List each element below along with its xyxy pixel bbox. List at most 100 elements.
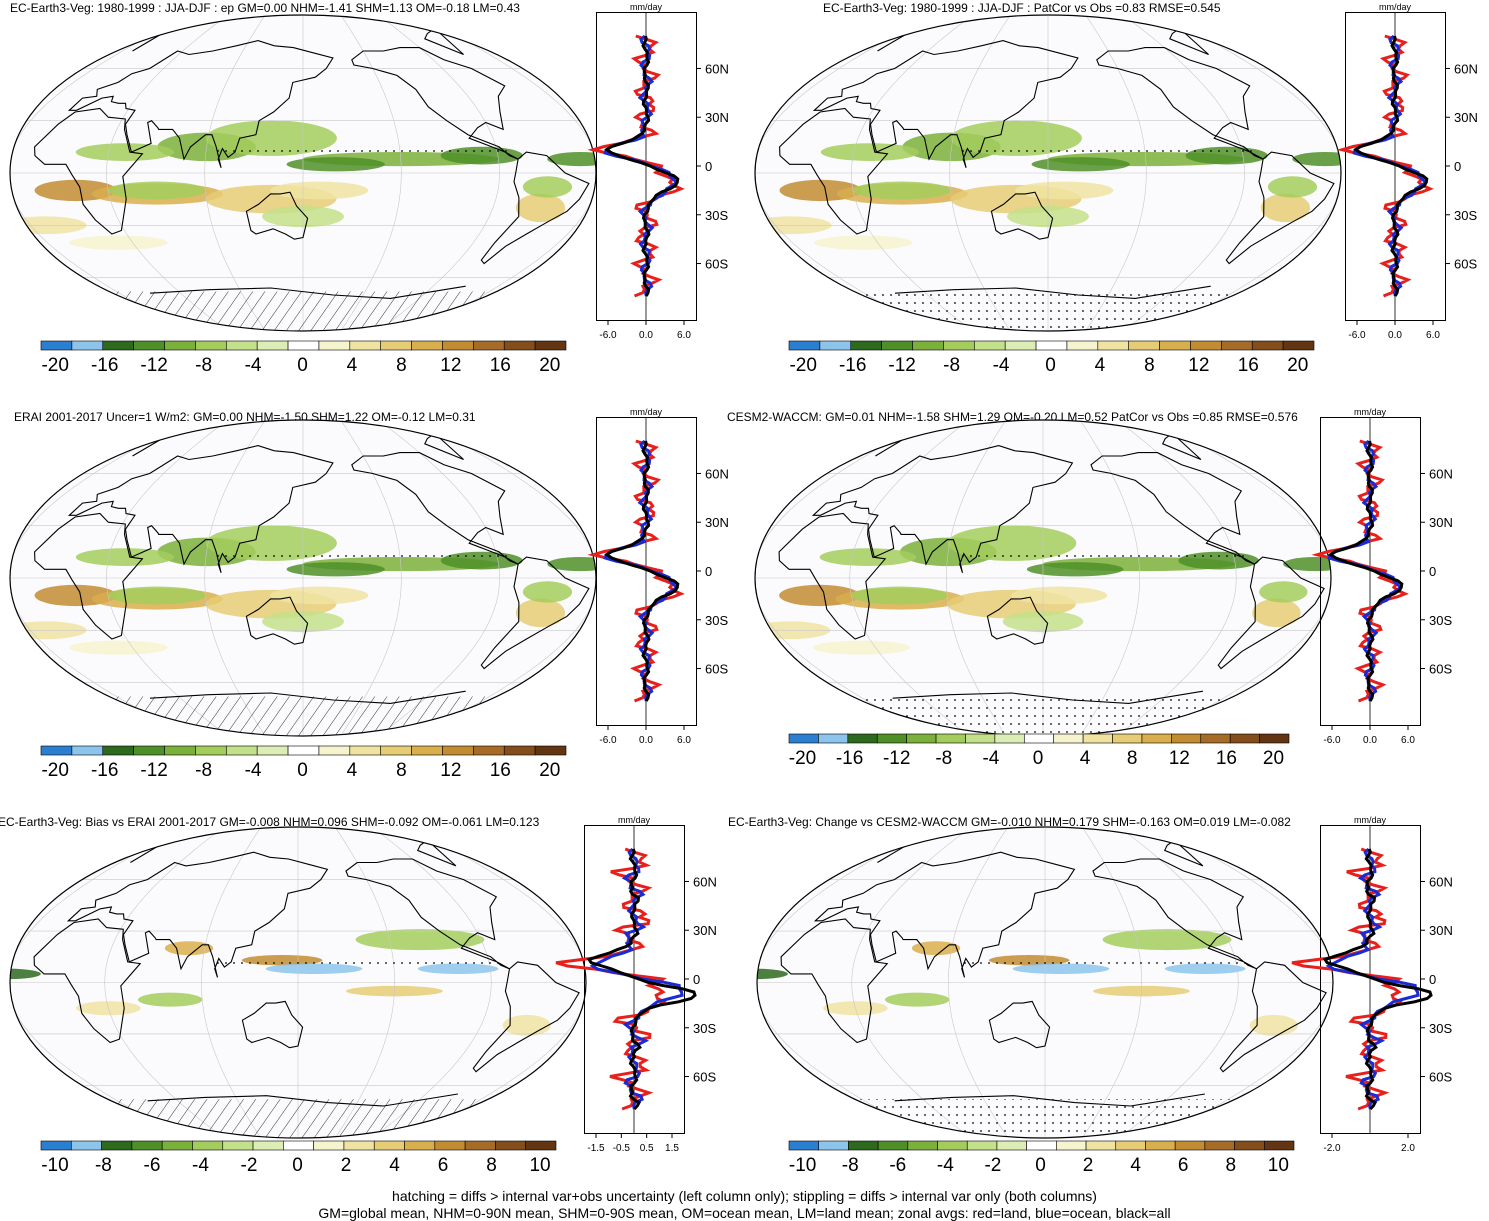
zonal-tick-label: -6.0 xyxy=(1348,330,1366,341)
latitude-tick-label: 30S xyxy=(1429,1021,1452,1036)
zonal-tick-label: -1.5 xyxy=(587,1143,605,1154)
colorbar-tick-label: 4 xyxy=(346,760,358,781)
precip-anomaly-region xyxy=(1031,157,1130,172)
latitude-tick-label: 60N xyxy=(705,61,729,76)
latitude-tick-label: 30N xyxy=(1429,923,1453,938)
colorbar-swatch xyxy=(343,1140,375,1151)
colorbar-swatch xyxy=(877,1140,909,1151)
latitude-tick-label: 30S xyxy=(705,208,728,223)
latitude-tick-label: 60S xyxy=(705,257,728,272)
colorbar-swatch xyxy=(1251,340,1284,351)
colorbar-swatch xyxy=(161,1140,193,1151)
colorbar-swatch xyxy=(818,733,849,744)
stippling-region xyxy=(755,291,1341,331)
stippling-region xyxy=(959,146,1255,159)
colorbar-swatch xyxy=(912,340,944,351)
precip-anomaly-region xyxy=(814,235,913,250)
coastline-northAmerica xyxy=(351,47,519,160)
colorbar-swatch xyxy=(102,340,134,351)
colorbar-swatch xyxy=(195,745,227,756)
precip-anomaly-region xyxy=(1259,581,1308,603)
precip-anomaly-region xyxy=(522,176,573,198)
colorbar-tick-label: 16 xyxy=(1237,355,1259,376)
zonal-line-all xyxy=(586,848,697,1111)
world-map xyxy=(756,826,1334,1139)
colorbar-tick-label: 10 xyxy=(529,1155,551,1176)
panel-bias-vs-erai: EC-Earth3-Veg: Bias vs ERAI 2001-2017 GM… xyxy=(0,810,740,1190)
hatching-region xyxy=(10,1099,586,1138)
units-label: mm/day xyxy=(630,407,663,417)
zonal-tick-label: 6.0 xyxy=(1401,735,1415,746)
colorbar-swatch xyxy=(1082,733,1113,744)
colorbar-swatch xyxy=(788,733,819,744)
colorbar-tick-label: -8 xyxy=(195,355,213,376)
colorbar-swatch xyxy=(70,1140,102,1151)
colorbar-tick-label: -6 xyxy=(143,1155,161,1176)
latitude-tick-label: 30N xyxy=(1429,515,1453,530)
colorbar-swatch xyxy=(252,1140,284,1151)
latitude-tick-label: 60S xyxy=(1429,662,1452,677)
zonal-line-all xyxy=(604,440,680,702)
world-map xyxy=(9,826,587,1139)
colorbar-tick-label: -20 xyxy=(788,748,817,769)
colorbar-tick-label: 12 xyxy=(1168,748,1190,769)
colorbar-swatch xyxy=(1221,340,1253,351)
zonal-tick-label: 6.0 xyxy=(677,330,691,341)
colorbar-swatch xyxy=(102,745,134,756)
precip-anomaly-region xyxy=(813,640,910,655)
coastline-southAmerica xyxy=(1217,556,1325,670)
colorbar-swatch xyxy=(1229,733,1260,744)
colorbar-swatch xyxy=(1085,1140,1117,1151)
colorbar-tick-label: 12 xyxy=(440,760,462,781)
colorbar-swatch xyxy=(906,733,937,744)
colorbar-swatch xyxy=(318,340,351,351)
colorbar-tick-label: -16 xyxy=(90,760,119,781)
latitude-tick-label: 0 xyxy=(705,564,712,579)
colorbar-tick-label: -2 xyxy=(984,1155,1002,1176)
colorbar-swatch xyxy=(1190,340,1222,351)
latitude-tick-label: 60N xyxy=(1429,466,1453,481)
colorbar-tick-label: 0 xyxy=(1035,1155,1046,1176)
colorbar-tick-label: 8 xyxy=(1126,748,1138,769)
colorbar-swatch xyxy=(1053,733,1084,744)
colorbar-swatch xyxy=(71,340,104,351)
latitude-tick-label: 0 xyxy=(1429,564,1436,579)
colorbar xyxy=(40,1140,557,1151)
colorbar-swatch xyxy=(225,745,258,756)
colorbar-swatch xyxy=(1056,1140,1087,1151)
colorbar-tick-label: -12 xyxy=(140,355,168,376)
colorbar-swatch xyxy=(349,745,382,756)
colorbar-tick-label: 12 xyxy=(1188,355,1210,376)
stippling-region xyxy=(214,146,510,159)
colorbar-swatch xyxy=(1128,340,1160,351)
latitude-tick-label: 60S xyxy=(1454,257,1477,272)
zonal-line-all xyxy=(604,35,680,297)
colorbar-tick-label: 4 xyxy=(389,1155,400,1176)
precip-anomaly-region xyxy=(1267,176,1318,198)
precip-anomaly-region xyxy=(355,929,485,951)
footer-note-1: hatching = diffs > internal var+obs unce… xyxy=(392,1188,1097,1204)
colorbar-tick-label: -12 xyxy=(140,760,168,781)
colorbar-swatch xyxy=(937,1140,968,1151)
precip-anomaly-region xyxy=(819,548,917,566)
latitude-tick-label: 30N xyxy=(705,110,729,125)
zonal-mean-plot: mm/day 60N 30N 0 30S 60S -6.0 0.0 6.0 xyxy=(587,407,729,746)
colorbar-tick-label: -10 xyxy=(788,1155,817,1176)
colorbar-swatch xyxy=(1026,1140,1057,1151)
zonal-tick-label: -6.0 xyxy=(1323,735,1341,746)
latitude-tick-label: 30N xyxy=(705,515,729,530)
units-label: mm/day xyxy=(618,815,651,825)
coastline-southAmerica xyxy=(1219,961,1327,1073)
zonal-mean-plot: mm/day 60N 30N 0 30S 60S -2.0 2.0 xyxy=(1291,815,1453,1154)
colorbar-swatch xyxy=(380,745,412,756)
latitude-tick-label: 0 xyxy=(1429,972,1436,987)
coastline-africa xyxy=(780,918,889,1044)
colorbar-tick-label: 8 xyxy=(1144,355,1155,376)
latitude-tick-label: 30S xyxy=(705,613,728,628)
colorbar-swatch xyxy=(434,1140,466,1151)
colorbar-swatch xyxy=(222,1140,254,1151)
precip-anomaly-region xyxy=(75,143,175,161)
panel-title: EC-Earth3-Veg: 1980-1999 : JJA-DJF : Pat… xyxy=(823,1,1221,15)
colorbar-tick-label: 20 xyxy=(539,760,561,781)
zonal-line-ocean xyxy=(1327,439,1404,702)
